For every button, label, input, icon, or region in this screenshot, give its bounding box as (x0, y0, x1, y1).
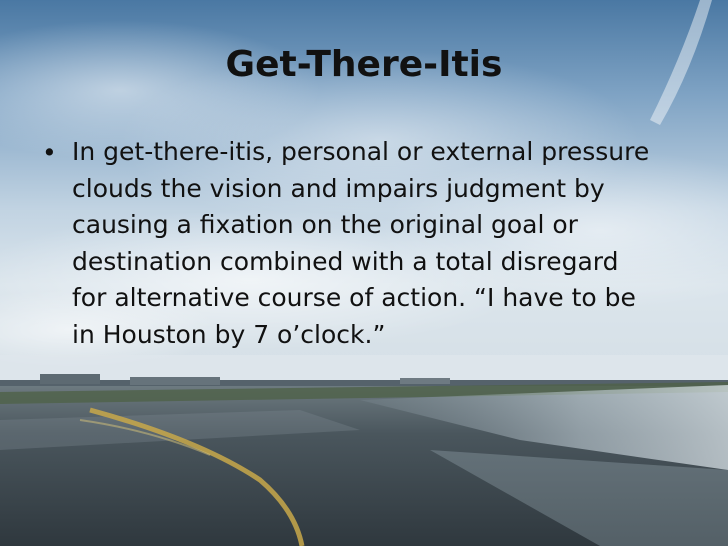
bullet-item: In get-there-itis, personal or external … (72, 134, 696, 353)
bullet-line: in Houston by 7 o’clock.” (72, 319, 386, 349)
bullet-line: causing a fixation on the original goal … (72, 210, 578, 239)
bullet-line: destination combined with a total disreg… (72, 246, 619, 276)
bullet-list: • In get-there-itis, personal or externa… (36, 134, 696, 353)
slide-title: Get-There-Itis (225, 44, 503, 85)
bullet-line: for alternative course of action. “I hav… (72, 283, 636, 312)
bullet-line: clouds the vision and impairs judgment b… (72, 173, 605, 203)
bullet-line: In get-there-itis, personal or external … (72, 137, 650, 166)
bullet-icon: • (42, 138, 57, 167)
